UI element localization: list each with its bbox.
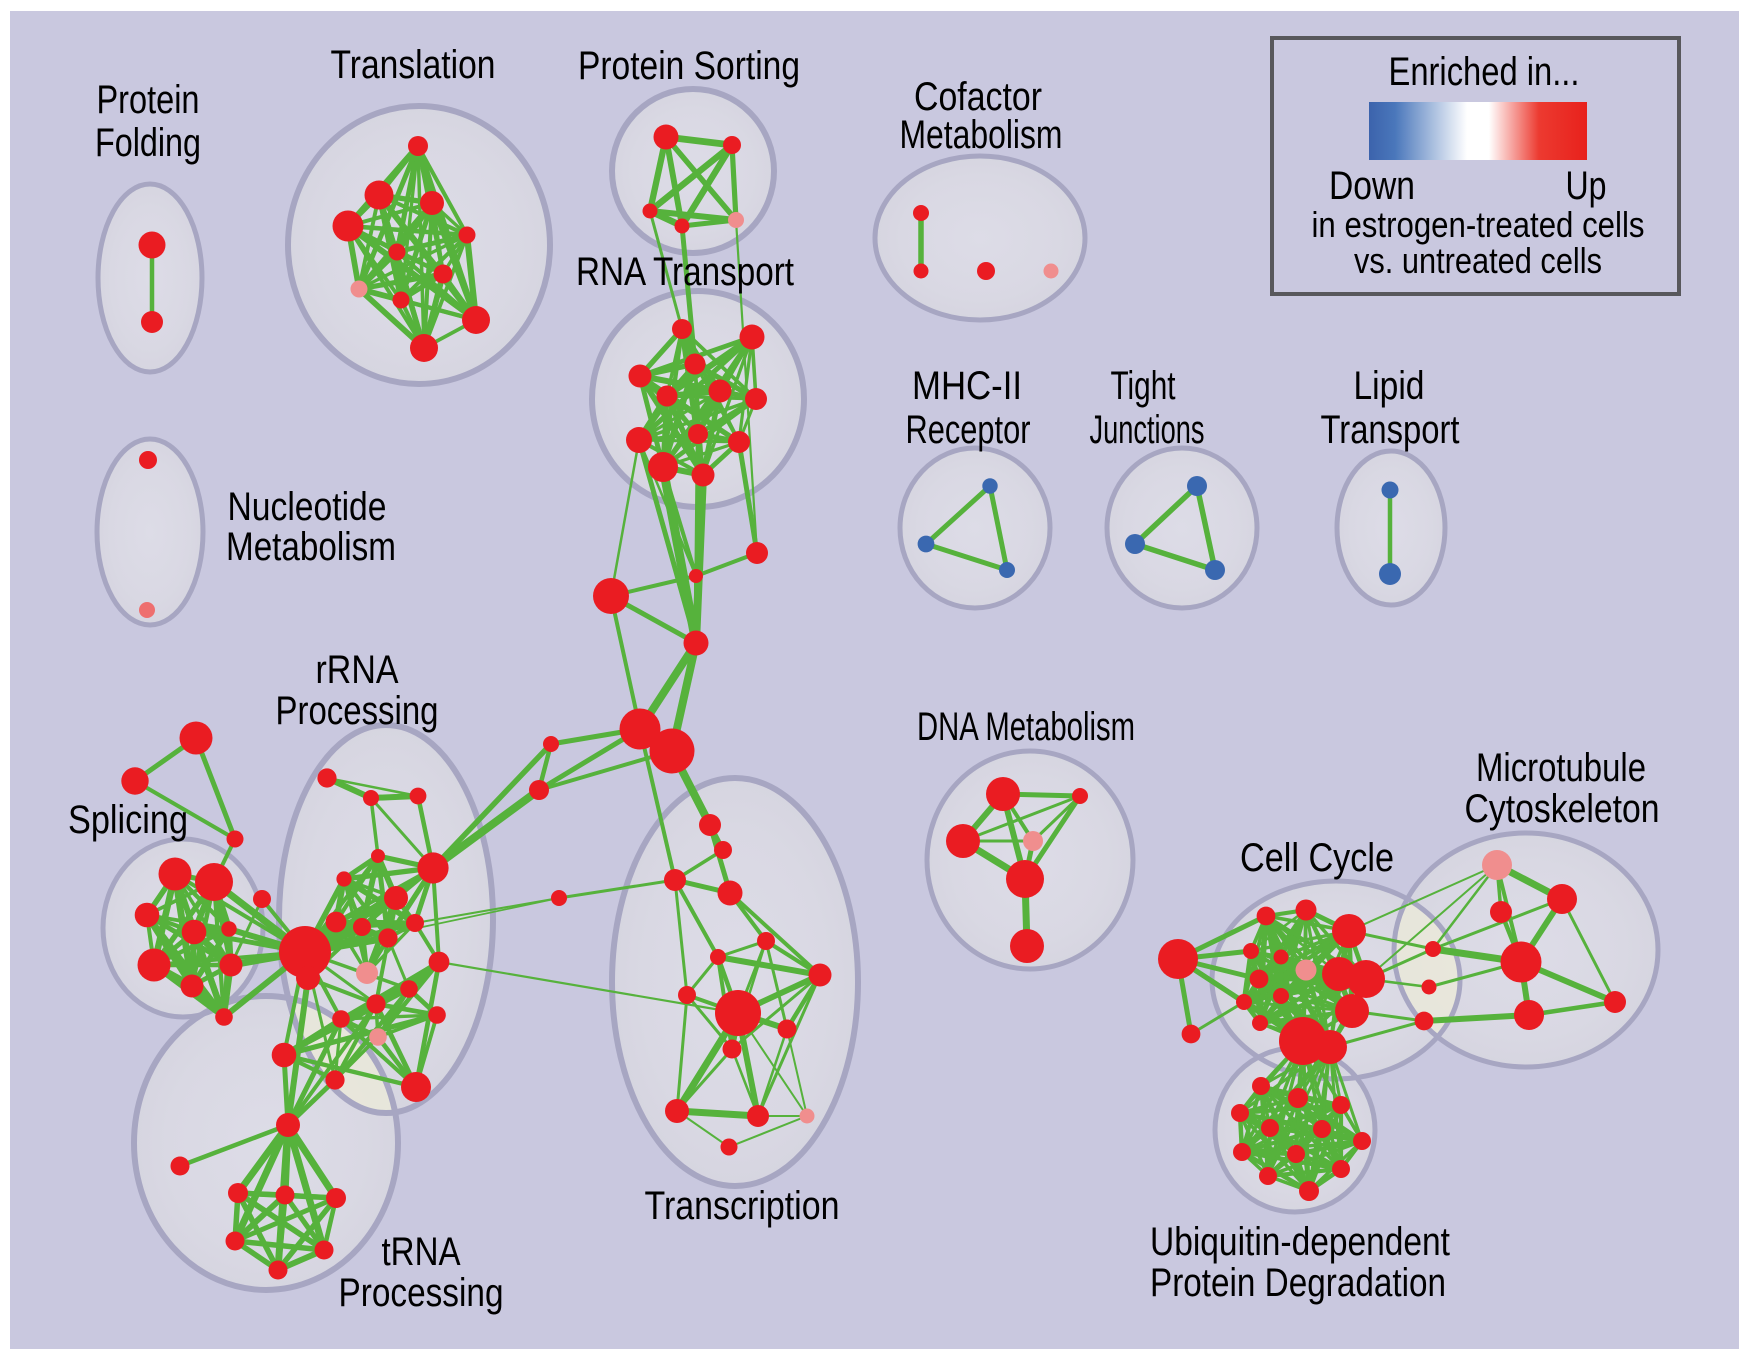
svg-text:Protein Sorting: Protein Sorting: [578, 44, 800, 88]
svg-text:in estrogen-treated cells: in estrogen-treated cells: [1312, 204, 1645, 245]
svg-text:Cofactor: Cofactor: [914, 75, 1042, 119]
svg-text:Down: Down: [1329, 164, 1415, 208]
svg-text:rRNA: rRNA: [316, 648, 400, 692]
svg-text:MHC-II: MHC-II: [912, 364, 1022, 408]
svg-text:Tight: Tight: [1111, 364, 1176, 408]
svg-text:Processing: Processing: [339, 1271, 504, 1315]
svg-text:Lipid: Lipid: [1354, 364, 1425, 408]
svg-text:Metabolism: Metabolism: [226, 525, 396, 569]
svg-text:RNA Transport: RNA Transport: [576, 250, 794, 294]
svg-text:Receptor: Receptor: [906, 408, 1031, 452]
svg-text:Ubiquitin-dependent: Ubiquitin-dependent: [1150, 1220, 1450, 1264]
svg-text:Nucleotide: Nucleotide: [228, 485, 387, 529]
svg-text:Transport: Transport: [1321, 408, 1460, 452]
svg-text:Processing: Processing: [276, 689, 439, 733]
svg-text:Up: Up: [1566, 164, 1607, 208]
svg-text:Protein: Protein: [97, 78, 200, 122]
svg-text:Metabolism: Metabolism: [900, 113, 1063, 157]
svg-text:Junctions: Junctions: [1090, 408, 1205, 452]
svg-text:tRNA: tRNA: [382, 1230, 462, 1274]
svg-text:Transcription: Transcription: [645, 1184, 840, 1228]
svg-text:Microtubule: Microtubule: [1476, 746, 1646, 790]
svg-text:Translation: Translation: [331, 43, 496, 87]
svg-text:DNA Metabolism: DNA Metabolism: [917, 705, 1135, 749]
svg-text:vs. untreated cells: vs. untreated cells: [1354, 240, 1602, 281]
svg-text:Cell Cycle: Cell Cycle: [1240, 836, 1394, 880]
svg-text:Splicing: Splicing: [68, 798, 188, 842]
svg-text:Cytoskeleton: Cytoskeleton: [1465, 787, 1660, 831]
svg-text:Protein Degradation: Protein Degradation: [1150, 1261, 1446, 1305]
svg-text:Folding: Folding: [95, 121, 201, 165]
svg-text:Enriched in...: Enriched in...: [1389, 50, 1580, 94]
